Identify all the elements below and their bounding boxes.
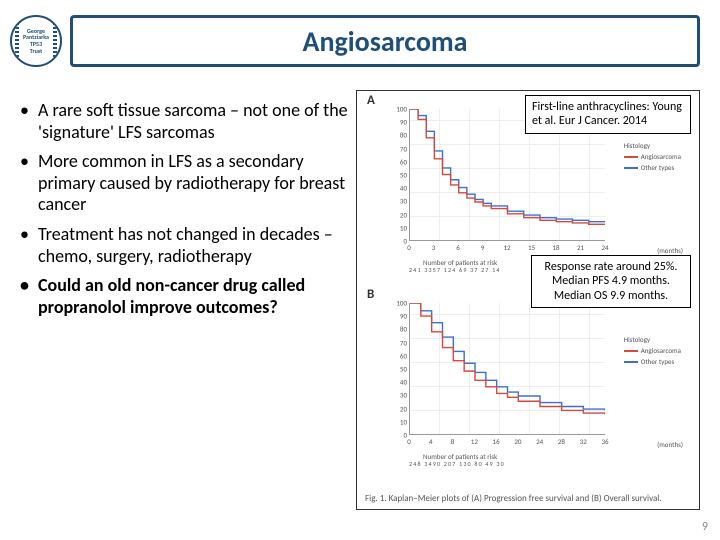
slide-number: 9 xyxy=(702,520,708,534)
title-box: Angiosarcoma xyxy=(70,15,700,67)
bullet-item: Could an old non-cancer drug called prop… xyxy=(20,275,350,318)
panel-b-label: B xyxy=(367,287,374,302)
callout-citation: First-line anthracyclines: Young et al. … xyxy=(525,95,691,134)
panel-a-xlabel: (months) xyxy=(657,246,683,255)
bullet-item: More common in LFS as a secondary primar… xyxy=(20,151,350,216)
panel-b-plot xyxy=(409,303,605,435)
trust-logo: George Pantziarka TP53 Trust xyxy=(10,15,62,67)
bullet-list: A rare soft tissue sarcoma – not one of … xyxy=(20,90,350,510)
panel-a-label: A xyxy=(367,93,375,108)
km-figure: First-line anthracyclines: Young et al. … xyxy=(356,90,700,510)
logo-line: Trust xyxy=(30,48,42,55)
panel-b: B 0102030405060708090100 048121620242832… xyxy=(383,289,691,469)
bullet-item: Treatment has not changed in decades – c… xyxy=(20,224,350,267)
bullet-item: A rare soft tissue sarcoma – not one of … xyxy=(20,100,350,143)
panel-b-risk-1: 248 3490 207 130 80 49 30 xyxy=(409,460,605,468)
panel-a-legend: HistologyAngiosarcomaOther types xyxy=(624,141,681,174)
header: George Pantziarka TP53 Trust Angiosarcom… xyxy=(10,12,700,70)
panel-b-legend: HistologyAngiosarcomaOther types xyxy=(624,335,681,368)
figure-caption: Fig. 1. Kaplan–Meier plots of (A) Progre… xyxy=(365,494,691,505)
page-title: Angiosarcoma xyxy=(303,24,468,59)
content: A rare soft tissue sarcoma – not one of … xyxy=(20,90,700,510)
panel-b-xlabel: (months) xyxy=(657,440,683,449)
callout-stats: Response rate around 25%. Median PFS 4.9… xyxy=(531,255,691,308)
